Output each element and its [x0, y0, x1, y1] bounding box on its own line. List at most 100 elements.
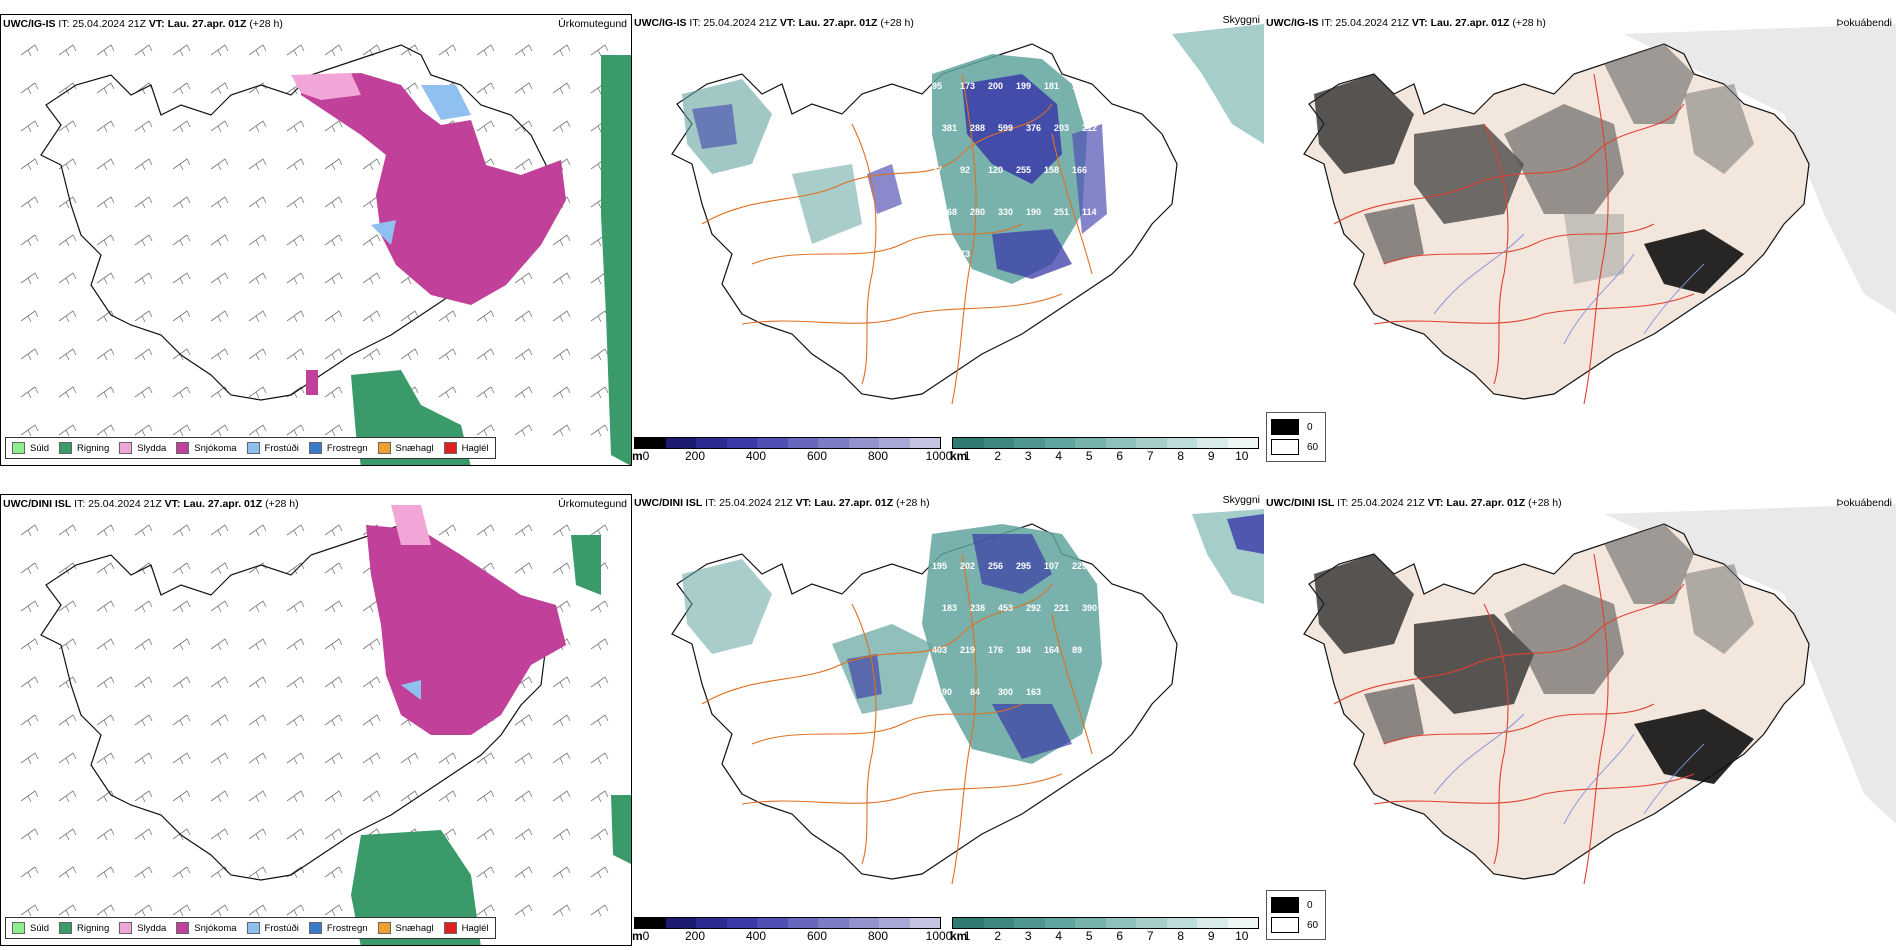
colorbar-tick: 7: [1146, 449, 1154, 463]
precip-type-panel-bottom: UWC/DINI ISL IT: 25.04.2024 21Z VT: Lau.…: [0, 494, 632, 946]
fog-areas: [1314, 44, 1754, 294]
valid-time-label: VT:: [1411, 17, 1428, 29]
visibility-label: 381: [942, 123, 957, 133]
colorbar-tick: 5: [1085, 929, 1093, 943]
visibility-label: 229: [1072, 561, 1087, 571]
visibility-label: 212: [1082, 123, 1097, 133]
colorbar-tick: 5: [1085, 449, 1093, 463]
legend-label: Frostúði: [264, 922, 299, 934]
visibility-label: 164: [1044, 645, 1059, 655]
fog-map-top: [1303, 24, 1896, 405]
forecast-offset: (+28 h): [896, 497, 930, 509]
visibility-label: 255: [1016, 165, 1031, 175]
model-name: UWC/IG-IS: [1266, 17, 1319, 29]
legend-item: Frostregn: [308, 442, 368, 454]
legend-label: Snjókoma: [194, 442, 237, 454]
visibility-label: 107: [1044, 561, 1059, 571]
colorbar-tick: 1: [963, 449, 971, 463]
legend-swatch: [377, 442, 391, 454]
legend-item: Snæhagl: [377, 922, 434, 934]
visibility-label: 203: [1054, 123, 1069, 133]
panel-title: Þokuábendi: [1836, 17, 1892, 29]
visibility-label: 390: [1082, 603, 1097, 613]
panel-header: UWC/DINI ISL IT: 25.04.2024 21Z VT: Lau.…: [634, 497, 930, 509]
fog-legend-label: 0: [1307, 899, 1313, 911]
colorbar-tick: 800: [867, 449, 889, 463]
visibility-label: 158: [1044, 165, 1059, 175]
legend-label: Frostregn: [326, 922, 368, 934]
visibility-panel-bottom: 195 202 256 295 107 229 183 238 453 292 221 390 403 2…: [632, 494, 1264, 946]
colorbar-tick: 9: [1207, 449, 1215, 463]
colorbar-tick: 3: [1024, 449, 1032, 463]
visibility-label: 300: [998, 687, 1013, 697]
colorbar-m: [634, 437, 941, 449]
legend-label: Haglél: [461, 442, 489, 454]
fog-legend-label: 0: [1307, 421, 1313, 433]
panel-header: UWC/IG-IS IT: 25.04.2024 21Z VT: Lau. 27…: [1266, 17, 1546, 29]
colorbar-tick: 200: [684, 929, 706, 943]
legend-swatch: [308, 442, 322, 454]
colorbar-ticks: 1 2 3 4 5 6 7 8 9 10: [952, 929, 1257, 943]
colorbar-tick: 8: [1177, 929, 1185, 943]
visibility-label: 219: [960, 645, 975, 655]
visibility-label: 92: [960, 165, 970, 175]
road-network: [701, 73, 1093, 405]
visibility-label: 202: [960, 561, 975, 571]
legend-swatch: [59, 442, 73, 454]
visibility-label: 89: [1072, 645, 1082, 655]
visibility-label: 145: [1072, 81, 1087, 91]
visibility-map-bottom: 195 202 256 295 107 229 183 238 453 292 221 390 403 2…: [671, 509, 1264, 885]
visibility-label: 181: [1044, 81, 1059, 91]
visibility-label: 376: [1026, 123, 1041, 133]
precip-areas: [351, 505, 631, 945]
precip-legend: Súld Rigning Slydda Snjókoma Frostúði Frostre…: [5, 917, 496, 939]
colorbar-unit: km: [950, 449, 968, 463]
fog-legend-label: 60: [1307, 441, 1319, 453]
forecast-offset: (+28 h): [249, 18, 283, 30]
visibility-panel-top: 95 173 200 199 181 145 381 288 599 376 203 212 27 92 1…: [632, 14, 1264, 466]
colorbar-tick: 3: [1024, 929, 1032, 943]
visibility-label: 173: [960, 81, 975, 91]
visibility-label: 295: [1016, 561, 1031, 571]
legend-label: Slydda: [137, 922, 167, 934]
precip-map-bottom: [20, 505, 631, 945]
legend-item: Frostúði: [246, 922, 299, 934]
colorbar-tick: 1: [963, 929, 971, 943]
fog-legend-item: 0: [1271, 897, 1313, 913]
visibility-label: 163: [1026, 687, 1041, 697]
road-network: [1333, 553, 1695, 885]
visibility-label: 168: [942, 207, 957, 217]
colorbar-tick: 2: [994, 449, 1002, 463]
river-network: [1433, 713, 1705, 825]
fog-index-panel-top: UWC/IG-IS IT: 25.04.2024 21Z VT: Lau. 27…: [1264, 14, 1896, 466]
visibility-label: 200: [988, 81, 1003, 91]
valid-time: Lau. 27.apr. 01Z: [1430, 17, 1510, 29]
valid-time: Lau. 27.apr. 01Z: [798, 17, 878, 29]
colorbar-tick: 0: [642, 449, 650, 463]
fog-legend-swatch: [1271, 917, 1299, 933]
precip-type-panel-top: UWC/IG-IS IT: 25.04.2024 21Z VT: Lau. 27…: [0, 14, 632, 466]
fog-legend-item: 60: [1271, 439, 1318, 455]
legend-item: Snjókoma: [176, 922, 237, 934]
legend-item: Haglél: [443, 922, 489, 934]
fog-legend: 0 60: [1266, 412, 1326, 462]
visibility-label: 288: [970, 123, 985, 133]
legend-label: Haglél: [461, 922, 489, 934]
legend-label: Frostúði: [264, 442, 299, 454]
colorbar-tick: 1000: [925, 929, 953, 943]
colorbar-km: [952, 917, 1259, 929]
colorbar-tick: 800: [867, 929, 889, 943]
visibility-label: 114: [1082, 207, 1097, 217]
visibility-value-labels: 195 202 256 295 107 229 183 238 453 292 221 390 403 2…: [932, 561, 1097, 697]
visibility-label: 176: [988, 645, 1003, 655]
visibility-label: 184: [1016, 645, 1031, 655]
colorbar-tick: 10: [1235, 929, 1249, 943]
valid-time: Lau. 27.apr. 01Z: [167, 18, 247, 30]
visibility-label: 221: [1054, 603, 1069, 613]
legend-label: Frostregn: [326, 442, 368, 454]
forecast-offset: (+28 h): [880, 17, 914, 29]
legend-swatch: [308, 922, 322, 934]
visibility-label: 251: [1054, 207, 1069, 217]
init-time: IT: 25.04.2024 21Z: [689, 17, 777, 29]
legend-label: Snjókoma: [194, 922, 237, 934]
